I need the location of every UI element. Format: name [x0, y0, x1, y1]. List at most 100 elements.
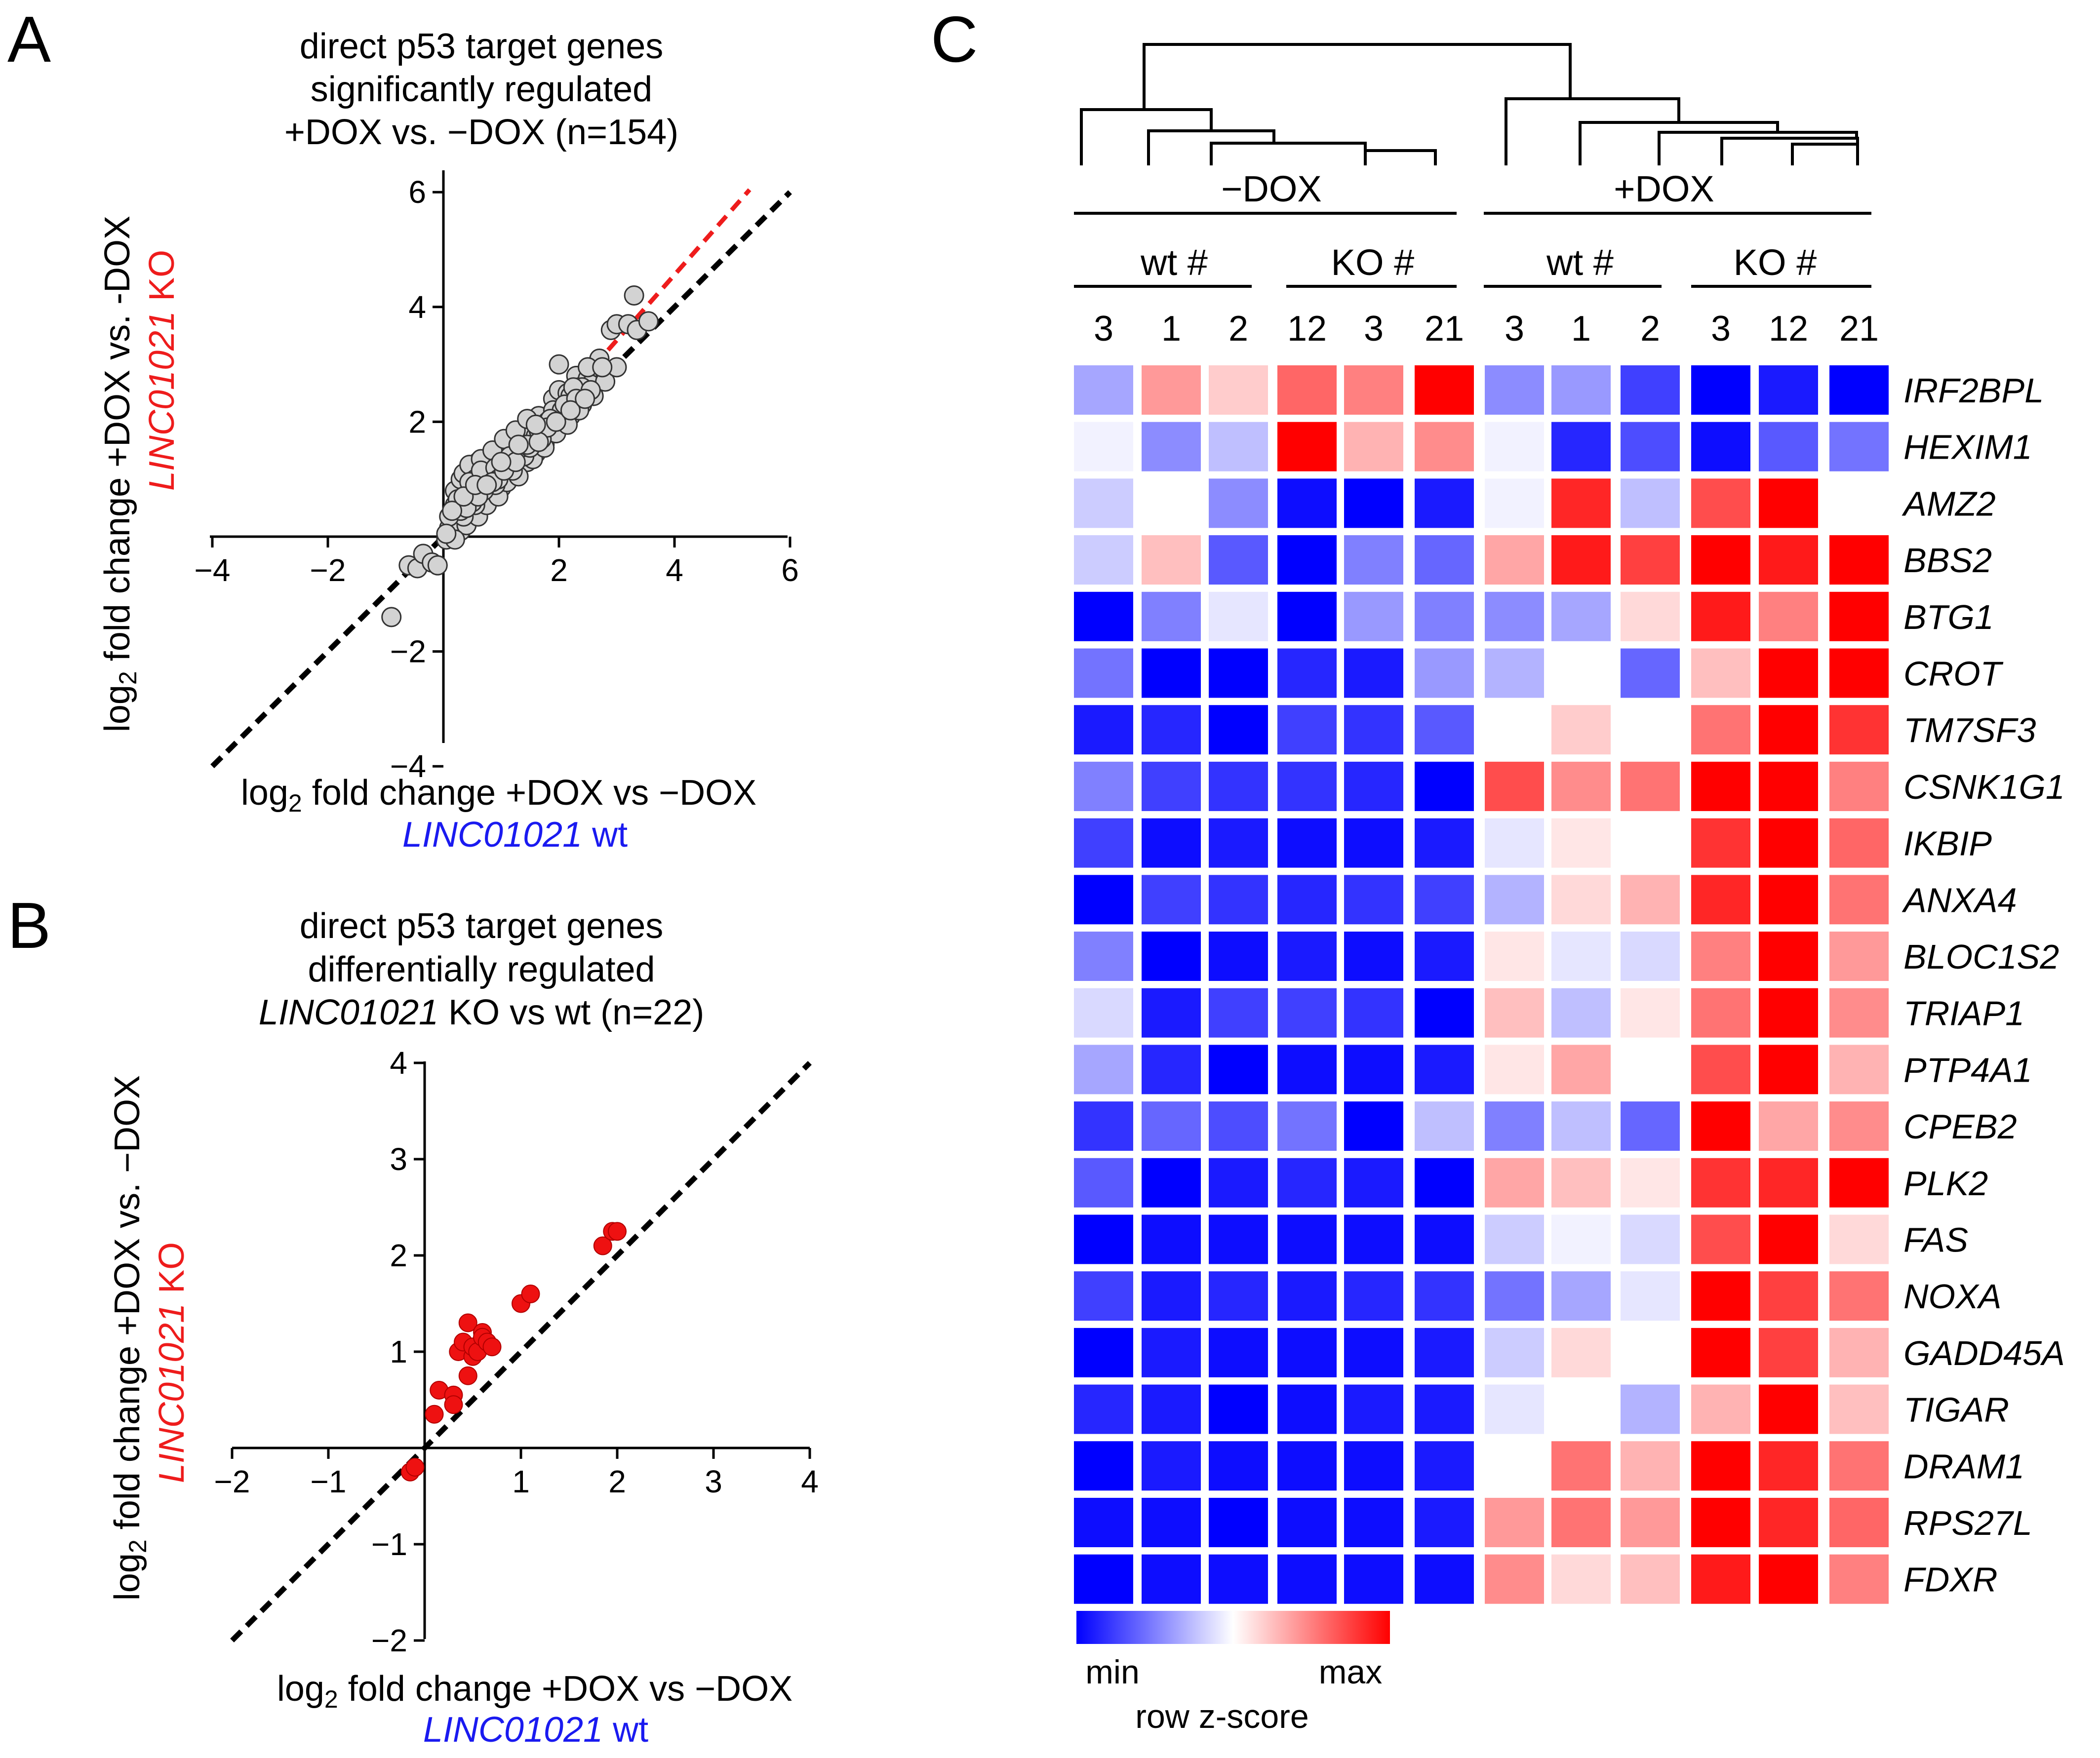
- y-tick-label: −2: [371, 1623, 407, 1658]
- dendrogram-root-branch: [1143, 43, 1572, 110]
- heatmap-cell: [1829, 1441, 1889, 1491]
- heatmap-cell: [1485, 535, 1544, 585]
- scatter-point: [458, 1313, 477, 1332]
- panel-b-xlabel-text: fold change +DOX vs −DOX: [338, 1669, 792, 1709]
- heatmap-cell: [1621, 1271, 1680, 1321]
- heatmap-cell: [1142, 875, 1201, 925]
- group-label-minus-dox: −DOX: [1221, 168, 1322, 209]
- heatmap-cell: [1829, 875, 1889, 925]
- heatmap-cell: [1485, 705, 1544, 755]
- heatmap-cell: [1759, 705, 1818, 755]
- panel-b-title-line-1: direct p53 target genes: [300, 906, 664, 946]
- heatmap-cell: [1485, 1045, 1544, 1094]
- panel-b-ylabel-text: fold change +DOX vs. −DOX: [108, 1075, 147, 1539]
- heatmap-cell: [1551, 1328, 1611, 1377]
- heatmap-cell: [1759, 818, 1818, 868]
- dendrogram-plus-dox-inner-branch: [1658, 131, 1858, 165]
- svg-text:LINC01021 KO vs wt (n=22): LINC01021 KO vs wt (n=22): [259, 993, 704, 1032]
- subgroup-label-wt-minus: wt #: [1140, 242, 1208, 283]
- heatmap-cell: [1829, 535, 1889, 585]
- heatmap-cell: [1621, 1045, 1680, 1094]
- heatmap-cell: [1074, 648, 1133, 698]
- heatmap-cell: [1829, 591, 1889, 641]
- dendrogram-minus-dox-inner-branch: [1210, 142, 1367, 165]
- panel-b-points: [400, 1222, 627, 1482]
- heatmap-cell: [1691, 1158, 1750, 1208]
- heatmap-cell: [1074, 1214, 1133, 1264]
- panel-a-ylabel-log: log: [98, 685, 137, 732]
- panel-a-y-label: log2 fold change +DOX vs. -DOX LINC01021…: [98, 216, 182, 732]
- heatmap-cell: [1415, 818, 1474, 868]
- heatmap-cell: [1415, 1554, 1474, 1604]
- heatmap-cell: [1344, 478, 1403, 528]
- heatmap-cell: [1485, 932, 1544, 981]
- heatmap-cell: [1485, 1328, 1544, 1377]
- heatmap-cell: [1277, 1158, 1337, 1208]
- scatter-point: [458, 1366, 477, 1385]
- heatmap-cell: [1829, 1045, 1889, 1094]
- column-label: 21: [1839, 309, 1879, 349]
- panel-b-ylabel-log: log: [108, 1553, 147, 1601]
- heatmap-cell: [1415, 535, 1474, 585]
- column-label: 3: [1505, 309, 1524, 349]
- heatmap-cell: [1074, 1328, 1133, 1377]
- scatter-point: [546, 411, 566, 432]
- heatmap-cell: [1485, 761, 1544, 811]
- panel-b-y-label: log2 fold change +DOX vs. −DOX LINC01021…: [108, 1075, 192, 1601]
- heatmap-cell: [1415, 1328, 1474, 1377]
- heatmap-cell: [1277, 1045, 1337, 1094]
- heatmap-cell: [1277, 422, 1337, 471]
- heatmap-cell: [1829, 988, 1889, 1038]
- row-label-gene: NOXA: [1903, 1277, 2001, 1316]
- scatter-point: [608, 1222, 627, 1241]
- heatmap-cell: [1759, 422, 1818, 471]
- heatmap-cell: [1829, 422, 1889, 471]
- svg-text:log2 fold change +DOX vs. −DOX: log2 fold change +DOX vs. −DOX: [108, 1075, 152, 1601]
- heatmap-cell: [1485, 1158, 1544, 1208]
- panel-b-ylabel-gene: LINC01021: [152, 1303, 192, 1483]
- scatter-point: [521, 1285, 540, 1303]
- heatmap-cell: [1142, 422, 1201, 471]
- heatmap-cell: [1344, 1441, 1403, 1491]
- heatmap-cell: [1829, 648, 1889, 698]
- heatmap-cell: [1209, 648, 1268, 698]
- heatmap-cell: [1691, 1045, 1750, 1094]
- heatmap-cell: [1074, 1384, 1133, 1434]
- heatmap-cell: [1691, 932, 1750, 981]
- scatter-point: [405, 1458, 425, 1477]
- heatmap-cell: [1759, 365, 1818, 415]
- heatmap-cell: [1344, 818, 1403, 868]
- panel-b-identity-line: [230, 1061, 812, 1642]
- y-tick-label: 3: [390, 1141, 407, 1177]
- panel-a-ylabel-text: fold change +DOX vs. -DOX: [98, 216, 137, 671]
- heatmap-cells: [1074, 365, 1889, 1604]
- heatmap-cell: [1621, 761, 1680, 811]
- row-label-gene: HEXIM1: [1903, 428, 2032, 467]
- panel-a-identity-line: [210, 190, 792, 769]
- heatmap-cell: [1415, 591, 1474, 641]
- heatmap-cell: [1074, 988, 1133, 1038]
- legend-title: row z-score: [1135, 1698, 1308, 1735]
- heatmap-cell: [1344, 761, 1403, 811]
- heatmap-cell: [1415, 1441, 1474, 1491]
- heatmap-cell: [1209, 1214, 1268, 1264]
- scatter-point: [638, 311, 659, 332]
- colorscale-bar: [1076, 1611, 1390, 1644]
- dendrogram-plus-dox-ko-branch: [1720, 137, 1859, 165]
- column-label: 1: [1161, 309, 1181, 349]
- heatmap-cell: [1691, 1271, 1750, 1321]
- heatmap-cell: [1485, 1498, 1544, 1547]
- heatmap-cell: [1759, 1441, 1818, 1491]
- x-tick-label: 2: [608, 1464, 626, 1499]
- heatmap-cell: [1691, 1101, 1750, 1151]
- scatter-point: [442, 501, 463, 521]
- heatmap-cell: [1142, 818, 1201, 868]
- heatmap-cell: [1551, 932, 1611, 981]
- heatmap-cell: [1344, 648, 1403, 698]
- heatmap-cell: [1551, 1214, 1611, 1264]
- heatmap-cell: [1551, 1384, 1611, 1434]
- heatmap-cell: [1142, 1554, 1201, 1604]
- heatmap-cell: [1759, 875, 1818, 925]
- row-label-gene: BLOC1S2: [1903, 938, 2059, 976]
- heatmap-cell: [1691, 1498, 1750, 1547]
